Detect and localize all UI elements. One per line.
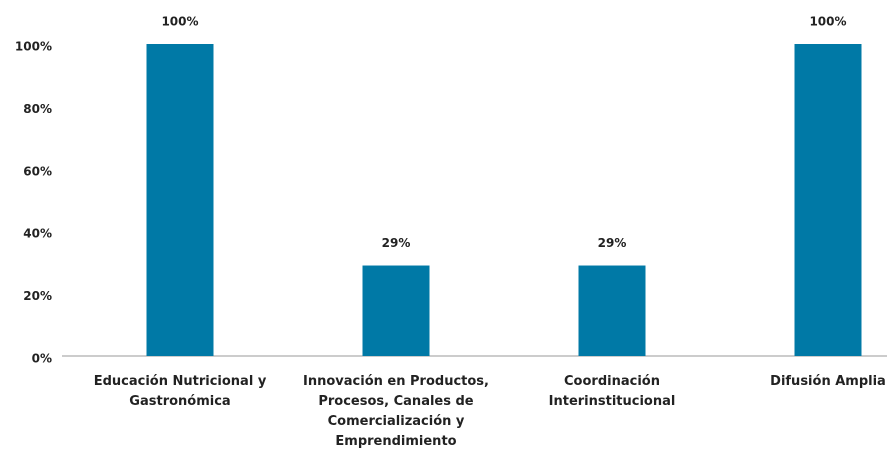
data-label: 29% <box>382 236 411 250</box>
x-tick-label: Educación Nutricional y Gastronómica <box>93 374 267 409</box>
x-tick-label: Coordinación Interinstitucional <box>548 374 676 409</box>
data-label: 100% <box>161 15 198 29</box>
bar <box>146 44 214 356</box>
x-tick-label: Difusión Amplia <box>770 374 886 389</box>
y-tick-label: 40% <box>23 227 52 241</box>
bar <box>362 265 430 356</box>
data-label: 100% <box>809 15 846 29</box>
bar <box>794 44 862 356</box>
y-tick-label: 0% <box>32 352 52 366</box>
y-tick-label: 80% <box>23 102 52 116</box>
y-tick-label: 60% <box>23 164 52 178</box>
bar <box>578 265 646 356</box>
y-tick-label: 100% <box>15 40 52 54</box>
y-tick-label: 20% <box>23 289 52 303</box>
data-label: 29% <box>598 236 627 250</box>
x-tick-label: Innovación en Productos, Procesos, Canal… <box>303 374 489 449</box>
